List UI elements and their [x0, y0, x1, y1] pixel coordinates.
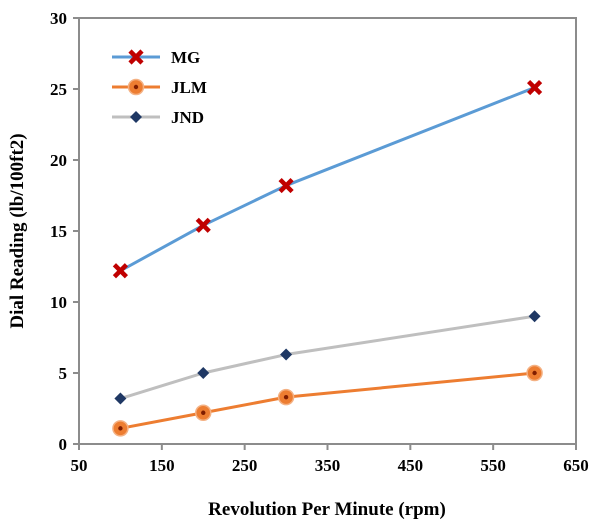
y-tick-label: 0	[59, 435, 68, 454]
legend-item-mg: MG	[112, 48, 200, 67]
y-tick-label: 20	[50, 151, 67, 170]
legend-marker-mg	[128, 49, 144, 65]
y-tick-label: 30	[50, 9, 67, 28]
legend-item-jlm: JLM	[112, 78, 207, 97]
y-tick-label: 10	[50, 293, 67, 312]
x-tick-label: 150	[149, 456, 175, 475]
data-point-mg	[526, 79, 543, 96]
data-point-jnd	[280, 348, 293, 361]
y-axis-title: Dial Reading (lb/100ft2)	[7, 133, 28, 328]
legend-label-mg: MG	[171, 48, 200, 67]
y-tick-label: 15	[50, 222, 67, 241]
y-tick-label: 25	[50, 80, 67, 99]
series-line-jnd	[119, 314, 535, 400]
plot-area-frame	[78, 17, 577, 445]
data-point-mg	[112, 263, 129, 279]
x-tick-label: 50	[71, 456, 88, 475]
x-axis-title: Revolution Per Minute (rpm)	[208, 499, 446, 520]
x-tick-label: 350	[315, 456, 341, 475]
legend-marker-jnd	[130, 111, 142, 123]
x-tick-label: 450	[398, 456, 424, 475]
data-point-jlm	[195, 404, 212, 422]
data-point-mg	[195, 217, 211, 233]
data-point-jnd	[528, 310, 541, 323]
data-point-jlm	[277, 388, 295, 406]
legend-label-jnd: JND	[171, 108, 204, 127]
series-line-mg	[119, 86, 536, 273]
x-tick-label: 250	[232, 456, 258, 475]
data-point-jnd	[197, 367, 210, 379]
data-point-mg	[278, 177, 294, 194]
data-point-jlm	[112, 420, 129, 437]
legend-marker-jlm	[127, 78, 145, 96]
data-point-jlm	[526, 364, 543, 382]
y-tick-label: 5	[59, 364, 68, 383]
series-line-jlm	[120, 371, 535, 430]
x-tick-label: 550	[480, 456, 506, 475]
x-tick-label: 650	[563, 456, 589, 475]
data-point-jnd	[114, 392, 127, 405]
legend-label-jlm: JLM	[171, 78, 207, 97]
legend-item-jnd: JND	[112, 108, 204, 127]
